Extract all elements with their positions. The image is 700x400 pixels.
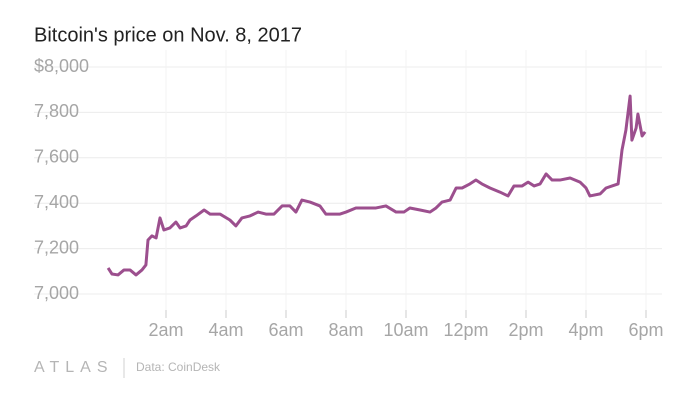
chart-title: Bitcoin's price on Nov. 8, 2017 bbox=[34, 24, 302, 46]
x-tick-label: 2am bbox=[148, 320, 183, 340]
x-tick-label: 6pm bbox=[628, 320, 663, 340]
x-tick-label: 6am bbox=[268, 320, 303, 340]
y-tick-label: 7,800 bbox=[34, 101, 79, 121]
x-tick-label: 4am bbox=[208, 320, 243, 340]
brand: ATLAS bbox=[34, 359, 114, 376]
x-tick-label: 10am bbox=[383, 320, 428, 340]
x-tick-label: 2pm bbox=[508, 320, 543, 340]
price-line bbox=[106, 94, 647, 277]
source: Data: CoinDesk bbox=[136, 360, 221, 374]
y-tick-label: 7,200 bbox=[34, 237, 79, 257]
y-tick-label: $8,000 bbox=[34, 56, 89, 76]
y-tick-label: 7,600 bbox=[34, 147, 79, 167]
x-tick-label: 12pm bbox=[443, 320, 488, 340]
x-tick-label: 8am bbox=[328, 320, 363, 340]
y-tick-label: 7,000 bbox=[34, 283, 79, 303]
y-tick-label: 7,400 bbox=[34, 192, 79, 212]
x-tick-label: 4pm bbox=[568, 320, 603, 340]
